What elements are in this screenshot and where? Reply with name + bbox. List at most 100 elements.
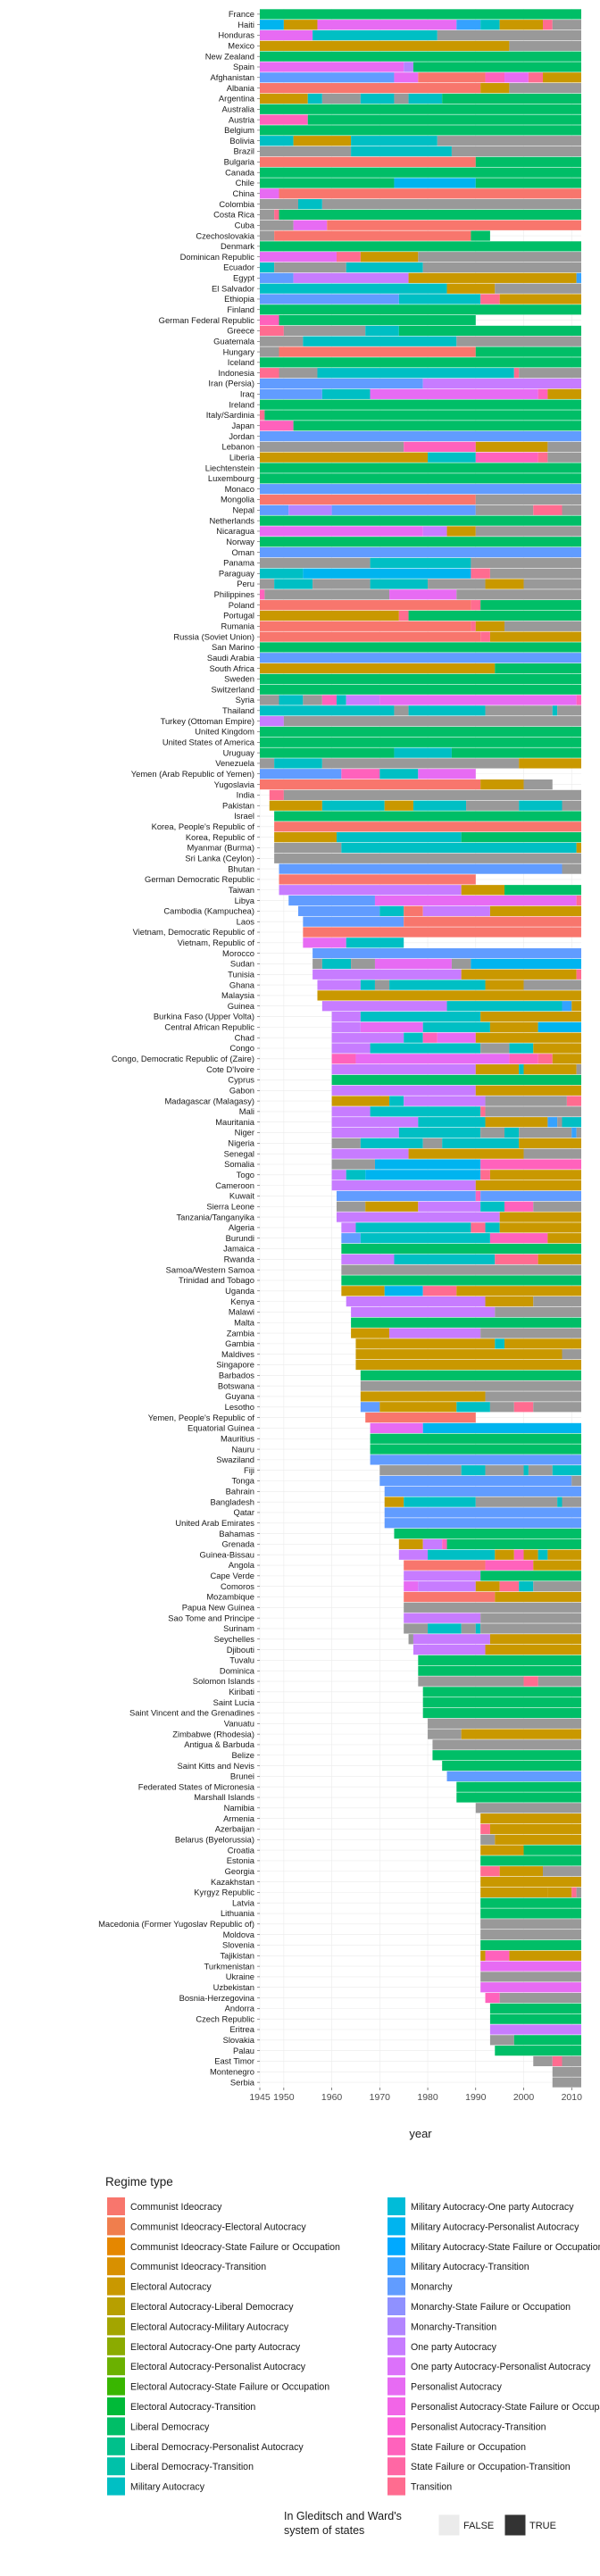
regime-tile [346,1170,366,1180]
regime-tile [547,1887,572,1897]
regime-tile [274,230,471,241]
regime-tile [260,484,581,495]
regime-tile [321,958,352,970]
country-label: San Marino [212,642,254,652]
regime-tile [446,1771,581,1781]
legend-item-label: Military Autocracy-Personalist Autocracy [411,2222,579,2232]
regime-tile [351,1306,496,1318]
regime-tile [341,1275,581,1286]
regime-tile [341,1286,385,1296]
regime-tile [331,1021,361,1032]
regime-tile [456,1402,490,1413]
regime-tile [422,1032,438,1043]
country-label: Namibia [224,1803,255,1813]
country-label: Guinea-Bissau [200,1549,255,1559]
country-label: Brunei [230,1772,254,1781]
regime-tile [489,905,581,916]
system-legend-title-line1: In Gleditsch and Ward's [284,2510,402,2522]
regime-tile [303,336,457,346]
regime-tile [523,1148,581,1159]
country-label: Philippines [214,589,255,599]
regime-tile [509,1950,581,1961]
legend-swatch [107,2277,125,2296]
regime-tile [336,695,346,705]
regime-tile [461,1465,486,1476]
regime-tile [480,1930,581,1940]
regime-tile [547,452,581,463]
regime-tile [283,325,366,337]
regime-tile [297,199,322,210]
country-label: Pakistan [222,800,254,810]
regime-tile [370,557,471,569]
country-label: Niger [235,1128,254,1138]
country-label: Switzerland [212,684,254,694]
legend-item-label: Liberal Democracy-Transition [130,2462,254,2472]
country-label: Hungary [223,346,255,356]
country-label: German Federal Republic [159,315,255,325]
regime-tile [346,695,380,705]
country-label: Cambodia (Kampuchea) [163,906,254,916]
country-label: Dominican Republic [180,252,255,262]
regime-tile [422,1286,457,1296]
regime-tile [475,504,534,515]
regime-tile [331,1064,476,1075]
country-label: Liechtenstein [205,463,254,472]
regime-tile [341,1243,581,1255]
regime-tile [471,1222,486,1233]
regime-tile [355,1359,581,1371]
regime-tile [260,779,481,790]
regime-tile [442,1760,581,1772]
x-tick-label: 2010 [562,2092,583,2103]
regime-tile [480,294,500,304]
regime-tile [374,980,390,990]
regime-tile [533,1043,581,1054]
regime-tile [412,1644,486,1655]
country-label: Netherlands [209,515,254,525]
regime-tile [428,1718,581,1729]
country-label: Chile [236,178,254,188]
regime-tile [351,146,452,157]
regime-tile [428,1623,462,1634]
regime-tile [260,20,284,30]
regime-tile [475,1180,581,1191]
country-label: Sri Lanka (Ceylon) [185,853,254,863]
regime-tile [312,958,322,970]
regime-tile [475,1623,481,1634]
regime-tile [428,579,486,589]
regime-tile [260,83,481,94]
country-label: Malawi [229,1307,254,1317]
country-label: Czechoslovakia [196,230,254,240]
x-tick-label: 1990 [465,2092,487,2103]
regime-tile [480,1876,581,1888]
country-label: Korea, Republic of [186,832,255,842]
country-label: Burundi [226,1233,254,1243]
regime-tile [576,695,581,705]
regime-tile [480,1866,500,1877]
regime-tile [504,1338,581,1349]
regime-tile [260,62,404,72]
regime-tile [504,885,581,896]
regime-tile [562,800,581,811]
country-label: Kenya [230,1296,254,1306]
legend-swatch [388,2217,405,2236]
country-label: Tajikistan [220,1950,254,1960]
regime-tile [365,325,399,337]
regime-tile [260,294,399,304]
regime-tile [360,1402,380,1413]
regime-tile [260,684,581,695]
country-label: Chad [235,1032,254,1042]
regime-tile [557,1117,562,1128]
country-label: Kazakhstan [211,1877,254,1887]
regime-tile [321,695,337,705]
regime-tile [489,2024,581,2035]
regime-tile [312,29,438,41]
regime-tile [422,378,581,389]
regime-tile [260,72,395,83]
system-legend-swatch [504,2513,527,2537]
country-label: Sao Tome and Principe [168,1613,254,1622]
regime-tile [260,653,581,663]
country-label: Seychelles [214,1634,255,1644]
regime-tile [461,832,581,843]
regime-tile [260,336,304,346]
x-tick-label: 1980 [417,2092,438,2103]
